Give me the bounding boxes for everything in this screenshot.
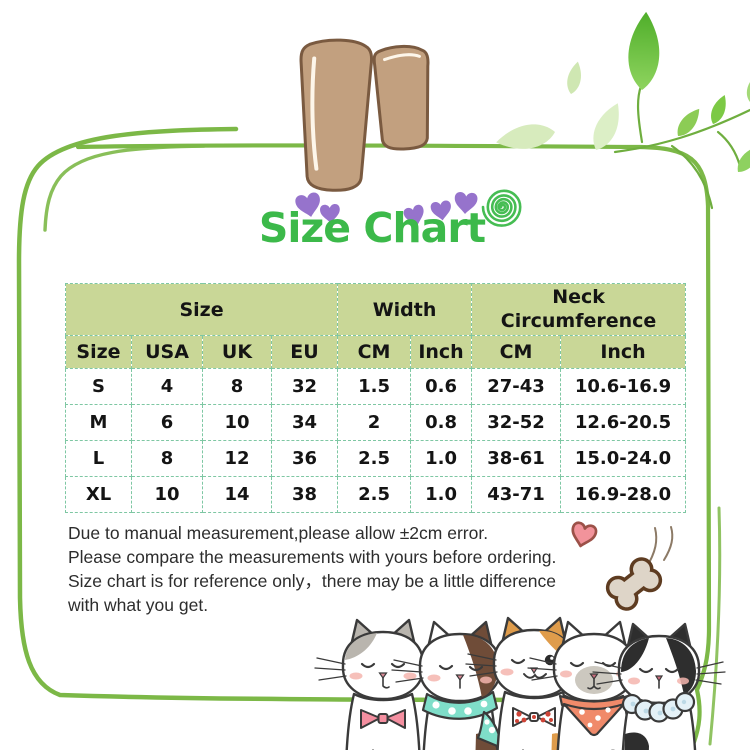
cat-gray-muzzle-coral-bandana (527, 620, 661, 750)
table-row-l: L 8 12 36 2.5 1.0 38-61 15.0-24.0 (65, 440, 687, 477)
table-cell: 4 (131, 368, 203, 405)
table-group-header-row: Size Width Neck Circumference (64, 283, 687, 336)
table-cell: 34 (270, 404, 339, 441)
leaf-branch (494, 11, 750, 210)
column-header: Inch (410, 335, 473, 369)
column-header: Size (65, 335, 132, 369)
table-cell: S (65, 368, 132, 405)
table-cell: 12 (202, 440, 272, 477)
table-row-m: M 6 10 34 2 0.8 32-52 12.6-20.5 (65, 404, 687, 441)
wooden-clip (299, 38, 430, 192)
column-header: CM (471, 335, 562, 369)
group-header-neck-circumference: Neck Circumference (471, 283, 687, 336)
blue-ruffle-collar (621, 691, 696, 723)
table-row-s: S 4 8 32 1.5 0.6 27-43 10.6-16.9 (65, 368, 687, 405)
column-header: Inch (560, 335, 687, 369)
table-cell: 10.6-16.9 (560, 368, 687, 405)
table-column-header-row: Size USA UK EU CM Inch CM Inch (65, 335, 687, 369)
table-cell: 27-43 (471, 368, 562, 405)
note-line: Size chart is for reference only，there m… (68, 571, 556, 591)
cat-brown-teal-scarf (391, 620, 529, 750)
table-cell: L (65, 440, 132, 477)
note-line: Due to manual measurement,please allow ±… (68, 523, 489, 543)
column-header: UK (202, 335, 272, 369)
page-title: Size Chart (258, 204, 486, 252)
red-dot-bow (512, 707, 556, 727)
table-cell: 1.0 (410, 440, 473, 477)
table-cell: 16.9-28.0 (560, 476, 687, 513)
table-cell: XL (65, 476, 132, 513)
teal-scarf (421, 690, 504, 750)
table-cell: 0.8 (410, 404, 473, 441)
table-cell: 36 (270, 440, 339, 477)
table-cell: 2.5 (337, 440, 412, 477)
cat-gray-pink-bowtie (314, 618, 452, 750)
column-header: USA (131, 335, 203, 369)
table-cell: 6 (131, 404, 203, 441)
note-line: Please compare the measurements with you… (68, 547, 557, 567)
group-header-width: Width (337, 283, 473, 336)
table-cell: 1.0 (410, 476, 473, 513)
column-header: EU (270, 335, 339, 369)
table-cell: M (65, 404, 132, 441)
table-cell: 43-71 (471, 476, 562, 513)
table-cell: 2 (337, 404, 412, 441)
table-row-xl: XL 10 14 38 2.5 1.0 43-71 16.9-28.0 (65, 476, 687, 513)
pink-bowtie (360, 709, 406, 729)
coral-bandana (558, 694, 630, 737)
table-cell: 8 (202, 368, 272, 405)
group-header-size: Size (64, 283, 339, 336)
table-cell: 10 (131, 476, 203, 513)
table-cell: 10 (202, 404, 272, 441)
table-cell: 0.6 (410, 368, 473, 405)
table-cell: 38-61 (471, 440, 562, 477)
table-cell: 8 (131, 440, 203, 477)
table-cell: 32-52 (471, 404, 562, 441)
table-cell: 14 (202, 476, 272, 513)
table-cell: 15.0-24.0 (560, 440, 687, 477)
table-cell: 38 (270, 476, 339, 513)
table-cell: 12.6-20.5 (560, 404, 687, 441)
table-cell: 2.5 (337, 476, 412, 513)
table-cell: 1.5 (337, 368, 412, 405)
cat-orange-winking-red-bow (465, 616, 603, 750)
measurement-notes: Due to manual measurement,please allow ±… (68, 521, 628, 617)
note-line: with what you get. (68, 595, 209, 615)
table-cell: 32 (270, 368, 339, 405)
cat-black-white-blue-ruffle (592, 622, 726, 750)
column-header: CM (337, 335, 412, 369)
size-chart-table: Size Width Neck Circumference Size USA U… (64, 283, 687, 513)
